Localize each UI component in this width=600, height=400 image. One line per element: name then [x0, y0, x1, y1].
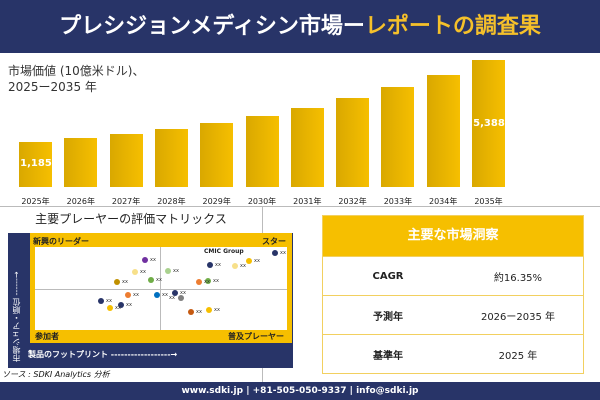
x-tick-label: 2025年	[21, 197, 50, 206]
company-label: xx	[254, 258, 260, 264]
company-point	[246, 258, 252, 264]
insight-key: CAGR	[372, 270, 404, 282]
matrix-title: 主要プレーヤーの評価マトリックス	[35, 212, 227, 226]
company-point	[125, 292, 131, 298]
page-title: プレシジョンメディシン市場ーレポートの調査果	[0, 0, 600, 53]
chart-title-line1: 市場価値 (10億米ドル)、	[8, 64, 145, 78]
company-label: xx	[180, 290, 186, 296]
x-tick-label: 2029年	[202, 197, 231, 206]
company-label: xx	[150, 257, 156, 263]
company-label: xx	[214, 307, 220, 313]
bar	[64, 138, 98, 187]
bar-chart: 2025年 1,185 2026年 2027年 2028年 2029年 2030年 2031年…	[19, 60, 505, 206]
company-point	[172, 290, 178, 296]
insight-value: 2026ー2035 年	[480, 311, 556, 323]
highlight-company: CMIC Group	[204, 248, 244, 255]
bar	[154, 128, 188, 187]
insight-value: 2025 年	[498, 350, 538, 362]
title-main: プレシジョンメディシン市場ー	[59, 14, 365, 39]
data-label: 5,388	[473, 118, 505, 129]
x-tick-label: 2035年	[474, 197, 503, 206]
company-label: xx	[106, 298, 112, 304]
company-label: xx	[240, 263, 246, 269]
x-tick-label: 2034年	[429, 197, 458, 206]
company-label: xx	[126, 302, 132, 308]
x-tick-label: 2027年	[111, 197, 141, 206]
company-point	[196, 279, 202, 285]
company-label: xx	[162, 292, 168, 298]
insight-row: 予測年 2026ー2035 年	[323, 295, 583, 334]
bar	[472, 60, 505, 187]
insight-key: 基準年	[373, 350, 403, 362]
company-point	[178, 295, 184, 301]
company-label: xx	[204, 279, 210, 285]
insights-title: 主要な市場洞察	[323, 216, 583, 256]
quadrant-top-right: スター	[262, 237, 286, 246]
company-point	[148, 277, 154, 283]
bar	[109, 133, 143, 187]
company-label: xx	[213, 278, 219, 284]
company-label: xx	[122, 279, 128, 285]
quadrant-top-left: 新興のリーダー	[33, 237, 89, 246]
x-tick-label: 2032年	[338, 197, 367, 206]
source-note: ソース : SDKI Analytics 分析	[2, 370, 110, 379]
company-point	[188, 309, 194, 315]
chart-title-line2: 2025ー2035 年	[8, 80, 97, 94]
company-point	[98, 298, 104, 304]
quadrant-divider-h	[35, 289, 287, 290]
company-label: xx	[133, 292, 139, 298]
y-axis-label: 市場シェア・順位 ------→	[12, 271, 21, 362]
company-point	[118, 302, 124, 308]
divider	[0, 206, 600, 207]
company-point	[206, 307, 212, 313]
x-tick-label: 2033年	[383, 197, 413, 206]
bar	[336, 98, 370, 187]
x-tick-label: 2026年	[66, 197, 95, 206]
company-label: xx	[280, 250, 286, 256]
company-point	[205, 278, 211, 284]
quadrant-bottom-right: 普及プレーヤー	[228, 332, 284, 341]
x-axis-label: 製品のフットプリント ------------------→	[28, 350, 178, 359]
company-label: xx	[215, 262, 221, 268]
bar	[426, 74, 460, 187]
insight-row: 基準年 2025 年	[323, 334, 583, 373]
company-point	[165, 268, 171, 274]
x-tick-label: 2030年	[247, 197, 277, 206]
quadrant-bottom-left: 参加者	[35, 332, 59, 341]
company-label: xx	[115, 305, 121, 311]
insight-value: 約16.35%	[493, 272, 543, 284]
x-tick-label: 2031年	[293, 197, 322, 206]
bar	[290, 107, 324, 187]
company-label: xx	[156, 277, 162, 283]
matrix-plot	[35, 247, 287, 330]
company-point	[142, 257, 148, 263]
company-point	[154, 292, 160, 298]
data-label: 1,185	[20, 158, 52, 169]
footer-contact: www.sdki.jp | +81-505-050-9337 | info@sd…	[0, 382, 600, 400]
quadrant-divider-v	[160, 247, 161, 330]
company-label: xx	[169, 295, 175, 301]
company-label: xx	[173, 268, 179, 274]
bar	[200, 122, 234, 187]
company-point	[207, 262, 213, 268]
insights-table: 主要な市場洞察 CAGR 約16.35% 予測年 2026ー2035 年 基準年 20…	[322, 215, 584, 374]
chart-title: 市場価値 (10億米ドル)、 2025ー2035 年	[8, 63, 144, 95]
bar	[19, 142, 52, 187]
company-point	[107, 305, 113, 311]
company-point	[114, 279, 120, 285]
insight-key: 予測年	[373, 311, 403, 323]
company-point	[132, 269, 138, 275]
title-accent: レポートの調査果	[364, 14, 541, 39]
insight-row: CAGR 約16.35%	[323, 256, 583, 295]
company-label: xx	[196, 309, 202, 315]
company-point	[272, 250, 278, 256]
x-tick-label: 2028年	[157, 197, 186, 206]
bar	[381, 87, 415, 187]
company-point	[232, 263, 238, 269]
company-label: xx	[140, 269, 146, 275]
bar	[245, 115, 279, 187]
